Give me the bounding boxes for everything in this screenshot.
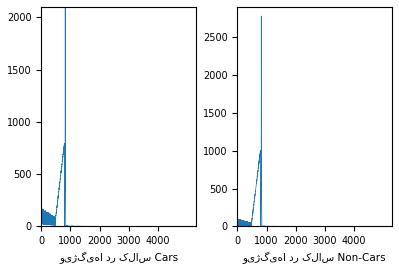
X-axis label: ویژگی‌ها در کلاس Non-Cars: ویژگی‌ها در کلاس Non-Cars [243,252,387,264]
X-axis label: ویژگی‌ها در کلاس Cars: ویژگی‌ها در کلاس Cars [59,252,178,264]
